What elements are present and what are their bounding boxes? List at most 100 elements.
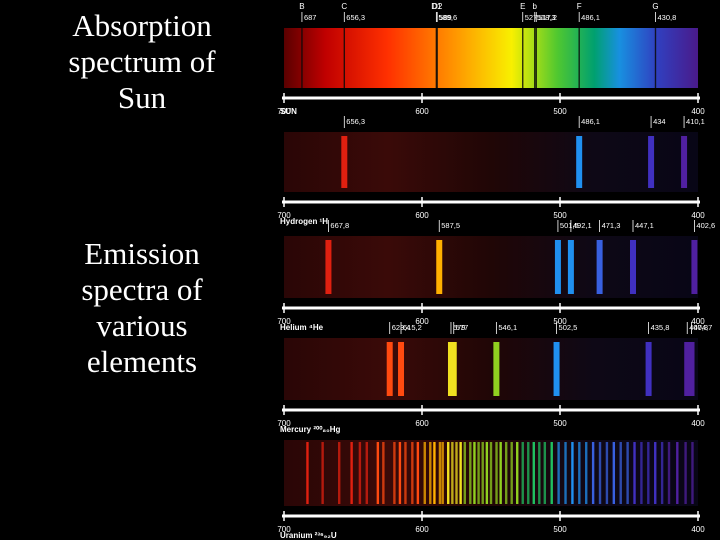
mercury-emission-line [450,342,457,396]
hydrogen-line-label: 486,1 [581,117,600,126]
helium-line-label: 587,5 [441,221,460,230]
absorption-caption: Absorption spectrum of Sun [68,8,216,115]
uranium-emission-line [667,442,671,504]
uranium-emission-line [350,442,353,504]
mercury-line-label: 502,5 [559,323,578,332]
sun-line-label: 656,3 [346,13,365,22]
uranium-emission-line [499,442,502,504]
mercury-line-label: 615,2 [403,323,422,332]
sun-tick-label: 500 [553,107,567,116]
uranium-emission-line [447,442,450,504]
sun-fraunhofer-letter: b [533,2,538,11]
hydrogen-line-label: 656,3 [346,117,365,126]
helium-emission-line [596,240,603,294]
hydrogen-line-label: 434 [653,117,666,126]
uranium-emission-line [382,442,385,504]
uranium-emission-line [626,442,629,504]
uranium-emission-line [504,442,508,504]
uranium-emission-line [416,442,420,504]
mercury-line-label: 435,8 [651,323,670,332]
mercury-emission-line [398,342,405,396]
mercury-tick-label: 400 [691,419,705,428]
sun-line-label: 517,2 [538,13,557,22]
uranium-emission-line [516,442,519,504]
mercury-emission-line [553,342,560,396]
helium-emission-line [436,240,443,294]
sun-tick-label: 700 [277,107,291,116]
helium-emission-line [630,240,637,294]
helium-line-label: 447,1 [635,221,654,230]
uranium-emission-line [591,442,595,504]
mercury-panel-name: Mercury ²⁰⁰₈₀Hg [280,425,341,434]
helium-tick-label: 500 [553,317,567,326]
hydrogen-tick-label: 600 [415,211,429,220]
uranium-emission-line [441,442,444,504]
hydrogen-emission-line [341,136,348,188]
sun-line-label: 527 [525,13,538,22]
sun-line-label: 518,3 [537,13,556,22]
uranium-emission-line [451,442,454,504]
uranium-emission-line [660,442,664,504]
sun-line-label: 589,6 [438,13,457,22]
uranium-emission-line [495,442,498,504]
uranium-emission-line [398,442,402,504]
uranium-emission-line [489,442,493,504]
helium-tick-label: 700 [277,317,291,326]
helium-tick-label: 400 [691,317,705,326]
mercury-emission-line [386,342,393,396]
uranium-emission-line [459,442,462,504]
hydrogen-tick-label: 400 [691,211,705,220]
uranium-emission-line [411,442,414,504]
uranium-emission-line [473,442,476,504]
uranium-emission-line [527,442,530,504]
uranium-tick-label: 700 [277,525,291,534]
uranium-emission-line [469,442,472,504]
uranium-emission-line [550,442,553,504]
uranium-tick-label: 500 [553,525,567,534]
uranium-emission-line [429,442,432,504]
uranium-emission-line [532,442,535,504]
uranium-emission-line [564,442,567,504]
uranium-emission-line [510,442,513,504]
uranium-emission-line [477,442,480,504]
mercury-tick-label: 500 [553,419,567,428]
emission-caption: Emission spectra of various elements [81,236,203,379]
sun-panel-name: SUN [280,107,297,116]
uranium-emission-line [578,442,581,504]
uranium-emission-line [404,442,407,504]
uranium-emission-line [676,442,679,504]
sun-fraunhofer-letter: E [520,2,525,11]
helium-spectrum-bar [284,236,698,298]
uranium-tick-label: 600 [415,525,429,534]
uranium-emission-line [321,442,324,504]
hydrogen-spectrum-bar [284,132,698,192]
uranium-emission-line [640,442,643,504]
uranium-emission-line [481,442,484,504]
uranium-emission-line [433,442,436,504]
helium-emission-line [325,240,332,294]
helium-line-label: 492,1 [573,221,592,230]
mercury-tick-label: 600 [415,419,429,428]
uranium-tick-label: 400 [691,525,705,534]
hydrogen-emission-line [681,136,688,188]
uranium-emission-line [463,442,466,504]
mercury-emission-line [684,342,691,396]
mercury-emission-line [493,342,500,396]
mercury-line-label: 579 [453,323,466,332]
sun-fraunhofer-letter: D2 [432,2,443,11]
uranium-emission-line [633,442,636,504]
uranium-emission-line [376,442,380,504]
uranium-emission-line [521,442,524,504]
sun-fraunhofer-letter: G [652,2,658,11]
mercury-line-label: 546,1 [498,323,517,332]
uranium-emission-line [365,442,368,504]
sun-line-label: 430,8 [657,13,676,22]
sun-fraunhofer-letter: F [577,2,582,11]
uranium-emission-line [571,442,574,504]
mercury-line-label: 407,8 [689,323,708,332]
helium-panel-name: Helium ⁴He [280,323,324,332]
uranium-emission-line [358,442,362,504]
uranium-emission-line [455,442,458,504]
uranium-emission-line [598,442,602,504]
uranium-emission-line [538,442,541,504]
